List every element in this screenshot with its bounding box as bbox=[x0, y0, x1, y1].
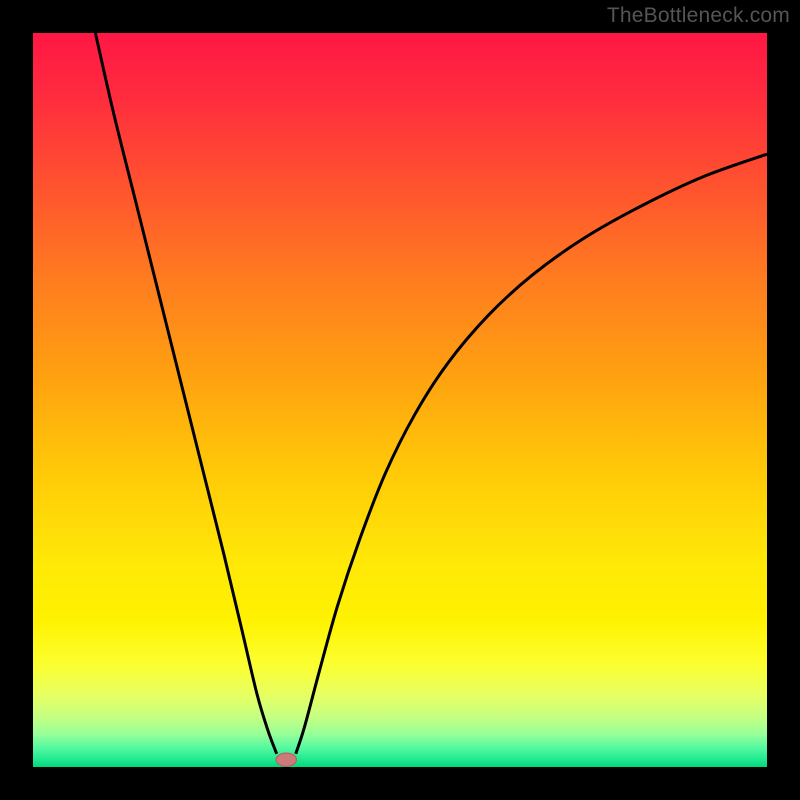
bottleneck-curve bbox=[33, 33, 767, 767]
watermark-text: TheBottleneck.com bbox=[607, 4, 790, 28]
plot-area bbox=[33, 33, 767, 767]
curve-right-branch bbox=[296, 154, 767, 754]
curve-left-branch bbox=[95, 33, 276, 754]
minimum-marker bbox=[276, 753, 297, 766]
